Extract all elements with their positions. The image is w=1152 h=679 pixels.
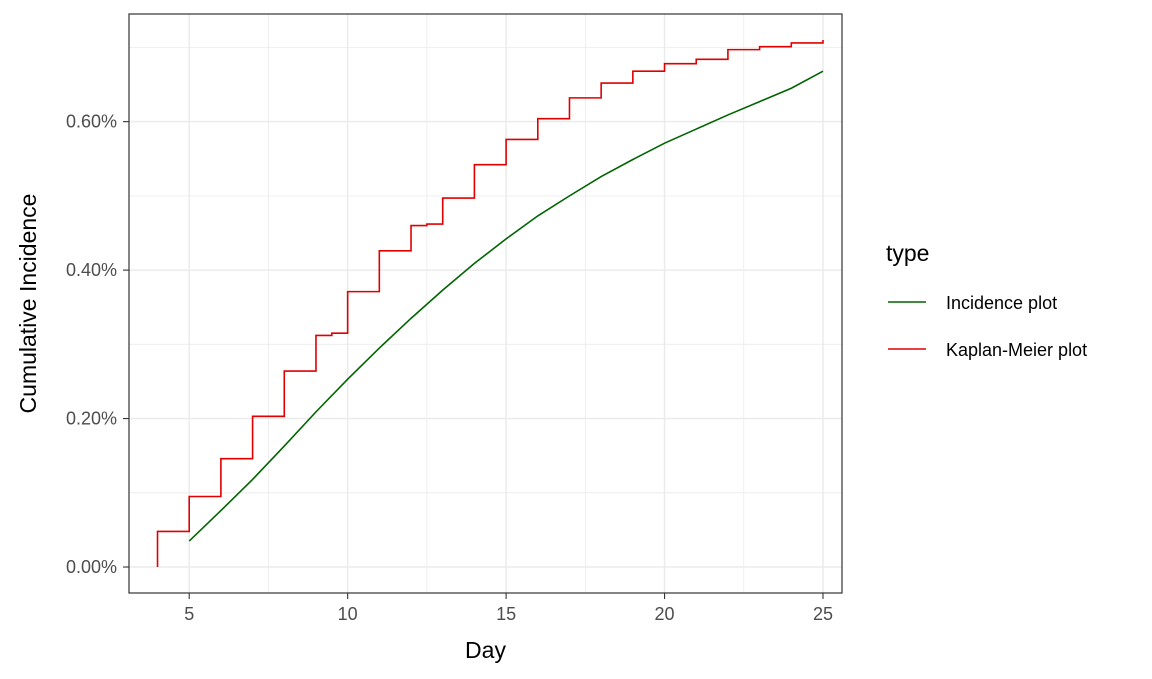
y-axis: 0.00% 0.20% 0.40% 0.60%: [66, 112, 129, 577]
y-axis-title: Cumulative Incidence: [15, 194, 41, 414]
series-kaplan-meier-plot: [156, 39, 824, 568]
panel-border: [128, 13, 843, 594]
series-layer: [156, 39, 824, 568]
y-tick-label-1: 0.20%: [66, 409, 117, 429]
y-tick-label-3: 0.60%: [66, 112, 117, 132]
x-tick-label-1: 10: [338, 604, 358, 624]
y-tick-label-0: 0.00%: [66, 557, 117, 577]
legend-label-kaplan-meier-plot: Kaplan-Meier plot: [946, 340, 1087, 360]
x-tick-label-3: 20: [655, 604, 675, 624]
series-incidence-plot: [188, 70, 824, 542]
legend-title: type: [886, 240, 929, 266]
x-tick-label-0: 5: [184, 604, 194, 624]
grid-major: [129, 14, 842, 593]
legend: type Incidence plot Kaplan-Meier plot: [886, 240, 1087, 360]
x-axis-title: Day: [465, 637, 506, 663]
grid-minor: [129, 14, 842, 593]
y-tick-label-2: 0.40%: [66, 260, 117, 280]
x-tick-label-4: 25: [813, 604, 833, 624]
legend-label-incidence-plot: Incidence plot: [946, 293, 1057, 313]
x-axis: 5 10 15 20 25: [184, 593, 833, 624]
panel-background: [129, 14, 842, 593]
x-tick-label-2: 15: [496, 604, 516, 624]
